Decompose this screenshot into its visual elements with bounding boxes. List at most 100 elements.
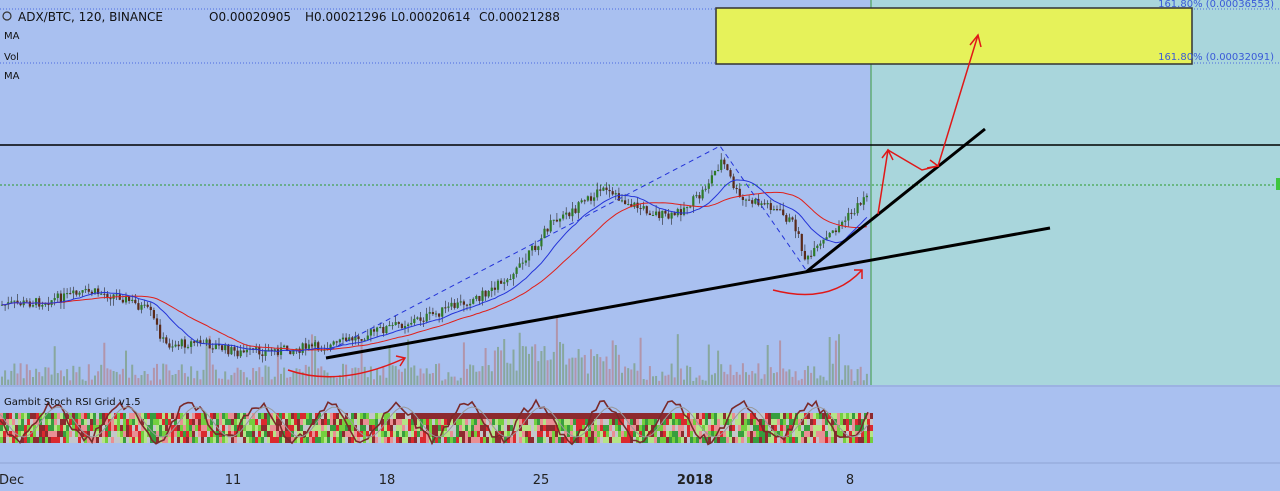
- grid-cell: [324, 431, 327, 437]
- grid-cell: [711, 413, 714, 419]
- indicator-ma-2[interactable]: MA: [4, 71, 20, 82]
- grid-cell: [204, 419, 207, 425]
- grid-cell: [636, 413, 639, 419]
- grid-cell: [207, 419, 210, 425]
- grid-cell: [552, 431, 555, 437]
- candle-body: [555, 219, 558, 222]
- grid-cell: [336, 425, 339, 431]
- grid-cell: [210, 419, 213, 425]
- grid-cell: [144, 425, 147, 431]
- candle-body: [75, 290, 78, 295]
- grid-cell: [423, 437, 426, 443]
- grid-cell: [18, 413, 21, 419]
- volume-bar: [348, 378, 351, 385]
- grid-cell: [636, 431, 639, 437]
- grid-cell: [522, 425, 525, 431]
- candle-body: [97, 288, 100, 295]
- grid-cell: [822, 413, 825, 419]
- volume-bar: [329, 376, 332, 385]
- candle-body: [475, 295, 478, 299]
- grid-cell: [132, 431, 135, 437]
- grid-cell: [576, 413, 579, 419]
- grid-cell: [657, 431, 660, 437]
- grid-cell: [165, 437, 168, 443]
- grid-cell: [81, 419, 84, 425]
- volume-bar: [16, 373, 19, 385]
- grid-cell: [42, 419, 45, 425]
- grid-cell: [393, 413, 396, 419]
- grid-cell: [666, 431, 669, 437]
- grid-cell: [75, 431, 78, 437]
- candle-body: [562, 214, 565, 219]
- volume-bar: [53, 346, 56, 385]
- long-trendline[interactable]: [325, 226, 1051, 360]
- volume-bar: [252, 367, 255, 385]
- volume-bar: [227, 379, 230, 385]
- grid-cell: [633, 413, 636, 419]
- grid-cell: [180, 419, 183, 425]
- grid-cell: [516, 425, 519, 431]
- volume-bar: [475, 371, 478, 385]
- grid-cell: [585, 437, 588, 443]
- grid-cell: [201, 419, 204, 425]
- grid-cell: [225, 419, 228, 425]
- grid-cell: [330, 413, 333, 419]
- grid-cell: [321, 437, 324, 443]
- grid-cell: [129, 431, 132, 437]
- volume-bar: [230, 375, 233, 385]
- grid-cell: [159, 419, 162, 425]
- candle-body: [710, 175, 713, 184]
- grid-cell: [816, 413, 819, 419]
- volume-bar: [193, 378, 196, 385]
- indicator-vol[interactable]: Vol: [4, 52, 19, 63]
- grid-cell: [276, 431, 279, 437]
- grid-cell: [813, 431, 816, 437]
- grid-cell: [210, 431, 213, 437]
- grid-cell: [510, 413, 513, 419]
- grid-cell: [90, 419, 93, 425]
- grid-cell: [213, 431, 216, 437]
- grid-cell: [723, 437, 726, 443]
- grid-cell: [114, 431, 117, 437]
- grid-cell: [240, 431, 243, 437]
- grid-cell: [267, 431, 270, 437]
- grid-cell: [681, 437, 684, 443]
- candle-body: [183, 339, 186, 348]
- grid-cell: [540, 419, 543, 425]
- grid-cell: [123, 413, 126, 419]
- grid-cell: [576, 419, 579, 425]
- grid-cell: [0, 431, 3, 437]
- grid-cell: [744, 425, 747, 431]
- candle-body: [546, 228, 549, 232]
- grid-cell: [840, 413, 843, 419]
- grid-cell: [687, 437, 690, 443]
- grid-cell: [621, 425, 624, 431]
- grid-cell: [648, 431, 651, 437]
- grid-cell: [345, 437, 348, 443]
- steep-trendline[interactable]: [805, 127, 986, 274]
- volume-bar: [791, 376, 794, 385]
- grid-cell: [3, 437, 6, 443]
- grid-cell: [177, 431, 180, 437]
- volume-bar: [639, 337, 642, 385]
- grid-cell: [132, 419, 135, 425]
- grid-cell: [156, 413, 159, 419]
- grid-cell: [687, 419, 690, 425]
- indicator-ma-1[interactable]: MA: [4, 31, 20, 42]
- volume-bar: [810, 372, 813, 385]
- grid-cell: [231, 437, 234, 443]
- volume-bar: [602, 361, 605, 385]
- grid-cell: [186, 431, 189, 437]
- target-zone-box[interactable]: [715, 7, 1193, 65]
- volume-bar: [456, 380, 459, 385]
- grid-cell: [837, 419, 840, 425]
- sub-indicator-label[interactable]: Gambit Stoch RSI Grid v1.5: [4, 397, 141, 408]
- grid-cell: [468, 425, 471, 431]
- candle-body: [723, 159, 726, 165]
- candle-body: [651, 215, 655, 217]
- grid-cell: [111, 425, 114, 431]
- volume-bar: [283, 367, 286, 385]
- grid-cell: [159, 431, 162, 437]
- symbol-label[interactable]: ADX/BTC, 120, BINANCE: [18, 10, 163, 24]
